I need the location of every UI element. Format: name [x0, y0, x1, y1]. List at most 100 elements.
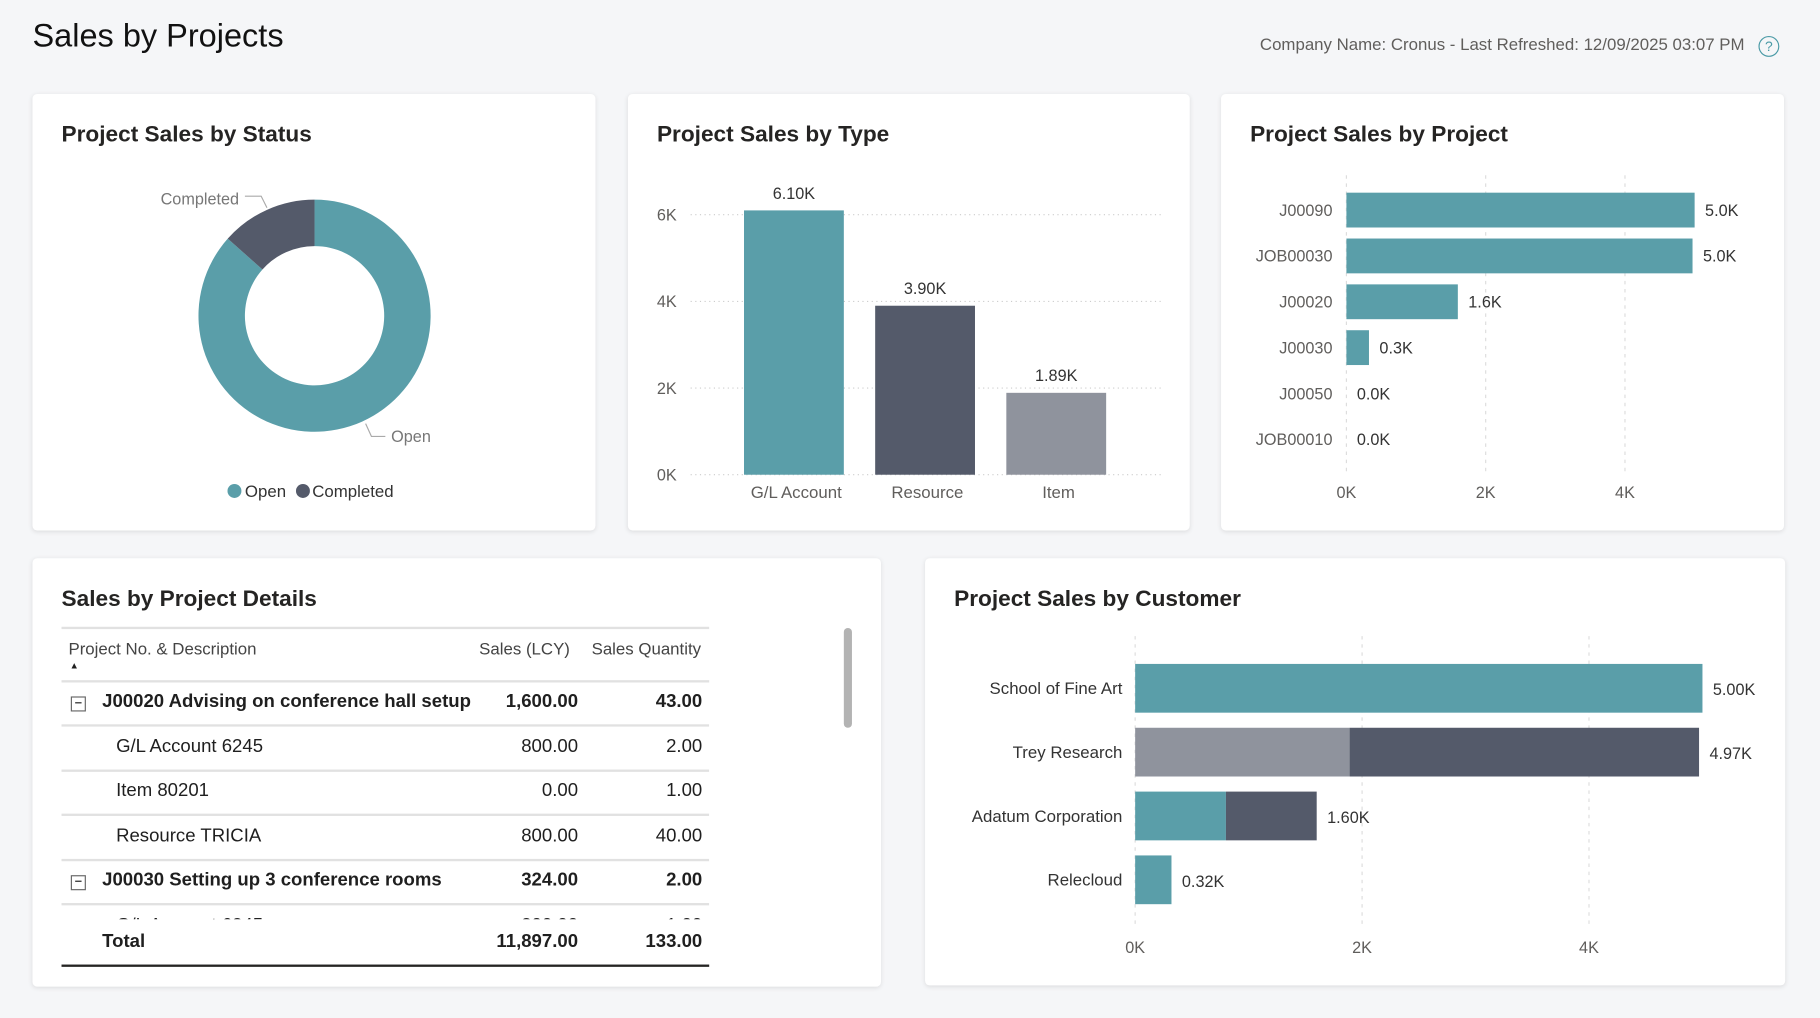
leader-line [244, 195, 268, 209]
table-row[interactable]: Resource TRICIA 800.00 40.00 [61, 814, 710, 861]
group-row[interactable]: − J00030 Setting up 3 conference rooms 324… [61, 859, 710, 906]
row-description: J00030 Setting up 3 conference rooms [102, 870, 442, 891]
row-description: Item 80201 [116, 781, 209, 801]
page-title: Sales by Projects [32, 17, 284, 54]
status-card: Project Sales by Status Completed Open Ope… [32, 94, 596, 531]
data-label: 5.00K [1713, 681, 1756, 699]
x-tick-label: 2K [1476, 484, 1496, 502]
bar-2 [1006, 392, 1107, 475]
row-description: Resource TRICIA [116, 825, 262, 846]
total-row: Total 11,897.00 133.00 [61, 920, 710, 967]
y-tick-label: School of Fine Art [990, 679, 1123, 698]
y-tick-label: 4K [657, 293, 677, 311]
data-label: 3.90K [904, 280, 947, 298]
status-donut-chart: Completed Open Open Completed [161, 190, 431, 501]
row-quantity: 1.00 [666, 915, 702, 919]
row-quantity: 43.00 [655, 691, 703, 712]
project-card: Project Sales by Project 0K 2K 4K J00090 5.0… [1221, 94, 1784, 531]
table-header: Project No. & Description ▲ Sales (LCY) … [61, 626, 710, 683]
total-quantity: 133.00 [645, 932, 703, 952]
type-bar-chart: 0K 2K 4K 6K 6.10K G/L Account 3.90K Resource 1.8… [657, 185, 1165, 502]
bar-segment [1225, 791, 1317, 841]
details-card: Sales by Project Details Project No. & D… [32, 558, 881, 987]
x-tick-label: 2K [1352, 939, 1372, 957]
card-title: Sales by Project Details [61, 586, 317, 612]
data-label: 0.0K [1357, 431, 1391, 449]
data-label: 1.6K [1468, 294, 1502, 312]
legend-marker [295, 484, 310, 498]
row-description: G/L Account 6245 [116, 736, 264, 757]
y-tick-label: J00030 [1279, 339, 1332, 357]
bar-1 [875, 305, 975, 475]
row-quantity: 2.00 [666, 736, 703, 757]
y-tick-label: 2K [657, 380, 677, 398]
bar-segment [1135, 791, 1226, 841]
row-sales: 1,600.00 [505, 691, 579, 712]
data-label: 4.97K [1709, 745, 1752, 763]
bar-1 [1346, 238, 1693, 274]
bar-segment [1135, 663, 1703, 713]
bar-segment [1135, 855, 1172, 905]
project-bar-chart: 0K 2K 4K J00090 5.0K JOB00030 5.0K J00020 1.6K J0… [1256, 175, 1739, 502]
donut-slice-completed [227, 199, 315, 270]
table-row[interactable]: G/L Account 6245 800.00 2.00 [61, 725, 710, 772]
donut-slice-open [198, 199, 431, 432]
legend-marker [227, 484, 242, 498]
total-sales: 11,897.00 [496, 932, 579, 952]
bar-segment [1135, 727, 1350, 777]
table-body: − J00020 Advising on conference hall setu… [61, 680, 710, 919]
y-tick-label: 6K [657, 207, 677, 225]
y-tick-label: J00090 [1279, 202, 1332, 220]
x-tick-label: Item [1042, 483, 1075, 502]
customer-bar-chart: 0K 2K 4K School of Fine Art 5.00K Trey Resear… [972, 636, 1756, 957]
x-tick-label: G/L Account [751, 483, 842, 502]
bar-0 [1346, 192, 1695, 228]
data-label: 0.3K [1379, 339, 1413, 357]
card-title: Project Sales by Status [61, 121, 312, 148]
row-description: J00020 Advising on conference hall setup [102, 691, 471, 712]
row-sales: 0.00 [541, 781, 579, 801]
card-title: Project Sales by Project [1250, 121, 1508, 148]
row-sales: 324.00 [521, 870, 579, 891]
type-card: Project Sales by Type 0K 2K 4K 6K 6.10K G/L A… [627, 94, 1190, 531]
y-tick-label: Trey Research [1013, 743, 1123, 762]
scrollbar-thumb[interactable] [843, 627, 852, 728]
column-header-sales[interactable]: Sales (LCY) [479, 640, 570, 660]
slice-label: Completed [161, 190, 240, 208]
data-label: 1.89K [1035, 367, 1078, 385]
data-label: 5.0K [1705, 202, 1739, 220]
collapse-icon[interactable]: − [70, 875, 86, 891]
card-title: Project Sales by Type [656, 121, 890, 148]
collapse-icon[interactable]: − [70, 696, 86, 712]
x-tick-label: 4K [1615, 484, 1635, 502]
x-tick-label: 0K [1336, 484, 1356, 502]
row-sales: 800.00 [521, 825, 579, 846]
help-icon[interactable]: ? [1758, 35, 1780, 57]
table-row[interactable]: G/L Account 6245 300.00 1.00 [62, 904, 710, 919]
total-label: Total [102, 932, 146, 952]
leader-line [365, 423, 386, 438]
data-label: 6.10K [773, 185, 816, 203]
data-label: 5.0K [1703, 248, 1737, 266]
bar-segment [1349, 727, 1700, 777]
bar-0 [744, 210, 844, 475]
x-tick-label: Resource [891, 483, 963, 502]
y-tick-label: JOB00030 [1256, 248, 1333, 266]
group-row[interactable]: − J00020 Advising on conference hall setu… [61, 680, 710, 727]
row-quantity: 40.00 [655, 825, 703, 846]
data-label: 0.32K [1182, 873, 1225, 891]
y-tick-label: J00050 [1279, 385, 1332, 403]
data-label: 1.60K [1327, 809, 1370, 827]
bar-2 [1346, 284, 1458, 320]
x-tick-label: 4K [1579, 939, 1599, 957]
column-header-quantity[interactable]: Sales Quantity [591, 640, 702, 660]
row-sales: 800.00 [521, 736, 579, 757]
card-title: Project Sales by Customer [954, 586, 1241, 612]
table-row[interactable]: Item 80201 0.00 1.00 [61, 770, 710, 816]
legend-item: Completed [312, 482, 393, 501]
x-tick-label: 0K [1125, 939, 1145, 957]
row-description: G/L Account 6245 [116, 915, 263, 919]
slice-label: Open [391, 428, 431, 446]
column-header-description[interactable]: Project No. & Description [68, 640, 257, 660]
customer-card: Project Sales by Customer 0K 2K 4K School o… [925, 558, 1786, 986]
